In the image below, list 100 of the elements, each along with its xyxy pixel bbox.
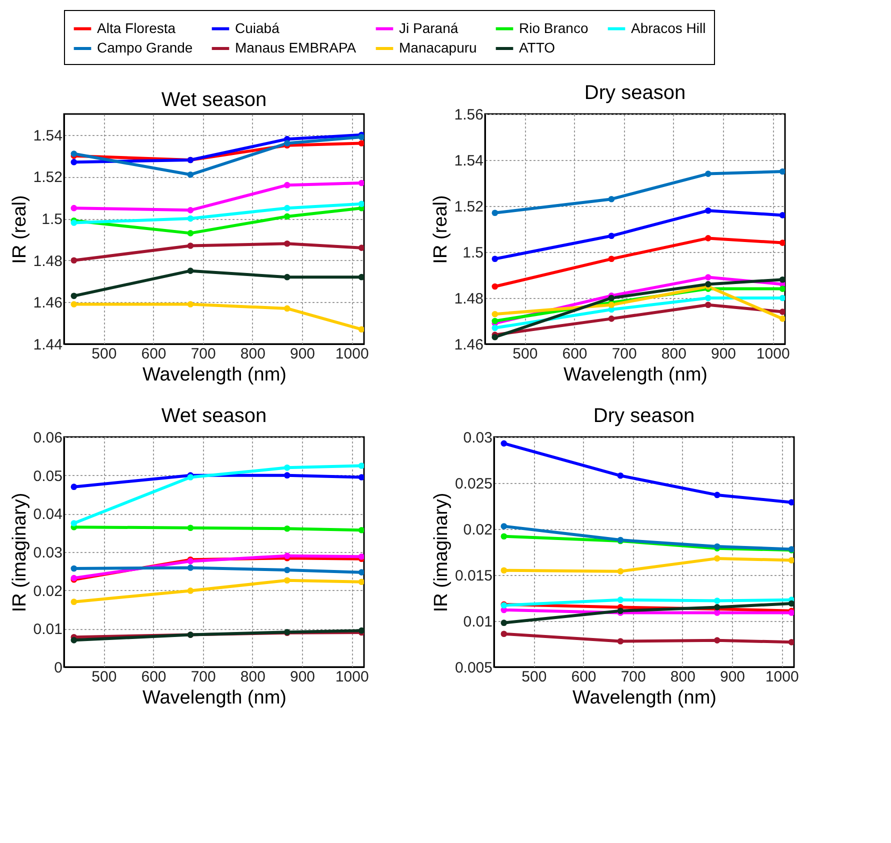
x-tick-label: 1000 [335, 346, 369, 362]
y-tick-label: 1.5 [42, 211, 62, 228]
point [500, 523, 508, 530]
y-tick-label: 1.44 [33, 336, 62, 354]
point [704, 207, 712, 214]
x-tick-label: 1000 [756, 346, 790, 362]
x-tick-label: 700 [190, 668, 216, 686]
point [284, 240, 290, 247]
y-tick-label: 1.5 [462, 244, 484, 262]
point [187, 207, 194, 214]
point [358, 140, 364, 146]
legend-label: Ji Paraná [399, 20, 458, 36]
point [608, 196, 615, 202]
y-tick-label: 1.54 [33, 127, 62, 144]
point [492, 283, 498, 290]
point [500, 533, 508, 540]
chart-title: Wet season [161, 405, 267, 427]
legend-label: Cuiabá [235, 20, 280, 36]
point [358, 244, 364, 251]
y-tick-label: 0.025 [454, 476, 492, 492]
x-tick-label: 500 [92, 668, 117, 686]
point [70, 220, 78, 226]
point [704, 302, 712, 308]
point [284, 566, 290, 574]
y-tick-label: 0.04 [33, 506, 62, 524]
point [779, 308, 785, 315]
legend-label: Campo Grande [97, 40, 193, 56]
y-tick-label: 1.56 [454, 106, 484, 124]
point [704, 281, 712, 288]
point [70, 637, 78, 644]
point [779, 168, 785, 175]
point [714, 610, 720, 616]
x-tick-label: 1000 [765, 668, 799, 686]
y-axis-title: IR (imaginary) [430, 492, 452, 612]
point [492, 334, 498, 340]
y-tick-label: 0.02 [33, 582, 62, 600]
point [500, 567, 508, 574]
point [608, 232, 615, 240]
point [788, 557, 794, 564]
point [779, 276, 785, 283]
x-tick-label: 900 [711, 346, 736, 362]
x-tick-label: 800 [670, 668, 696, 686]
y-tick-label: 0.005 [454, 660, 492, 676]
y-axis-title: IR (real) [430, 195, 452, 264]
point [358, 180, 364, 186]
point [70, 204, 78, 212]
y-tick-label: 1.54 [454, 152, 484, 170]
point [358, 569, 364, 576]
point [492, 318, 498, 324]
x-tick-label: 800 [240, 346, 266, 362]
x-tick-label: 800 [661, 346, 686, 362]
point [187, 301, 194, 308]
x-tick-label: 700 [620, 668, 646, 686]
point [70, 257, 78, 264]
x-tick-label: 900 [290, 668, 316, 686]
point [284, 464, 290, 471]
point [358, 326, 364, 333]
point [788, 639, 794, 646]
point [617, 472, 624, 479]
legend-label: Manaus EMBRAPA [235, 40, 357, 56]
point [704, 294, 712, 302]
point [500, 620, 508, 626]
point [187, 588, 194, 594]
y-tick-label: 0.01 [33, 621, 62, 638]
x-tick-label: 600 [571, 668, 596, 686]
point [284, 552, 290, 559]
point [284, 213, 290, 220]
x-axis-title: Wavelength (nm) [564, 364, 708, 386]
y-tick-label: 0.03 [463, 430, 492, 446]
chart-title: Dry season [584, 82, 686, 104]
point [187, 230, 194, 236]
x-tick-label: 500 [512, 346, 538, 362]
point [70, 158, 78, 166]
point [714, 637, 720, 644]
legend-label: Alta Floresta [97, 20, 176, 36]
point [714, 555, 720, 562]
point [284, 274, 290, 280]
chart-title: Wet season [161, 89, 267, 111]
point [70, 301, 78, 308]
x-tick-label: 700 [190, 346, 216, 362]
legend-label: Rio Branco [519, 20, 588, 36]
point [284, 472, 290, 478]
point [500, 630, 508, 638]
y-tick-label: 0 [54, 660, 62, 676]
chart-title: Dry season [593, 405, 695, 427]
point [492, 210, 498, 216]
x-tick-label: 500 [522, 668, 547, 686]
point [492, 310, 498, 318]
point [187, 215, 194, 222]
point [704, 235, 712, 242]
point [70, 520, 78, 526]
x-tick-label: 1000 [335, 668, 369, 686]
point [70, 484, 78, 490]
point [187, 242, 194, 249]
x-tick-label: 900 [290, 346, 316, 362]
y-tick-label: 1.52 [33, 169, 62, 186]
point [358, 200, 364, 208]
point [70, 565, 78, 572]
y-axis-title: IR (real) [9, 195, 30, 264]
point [617, 596, 624, 603]
